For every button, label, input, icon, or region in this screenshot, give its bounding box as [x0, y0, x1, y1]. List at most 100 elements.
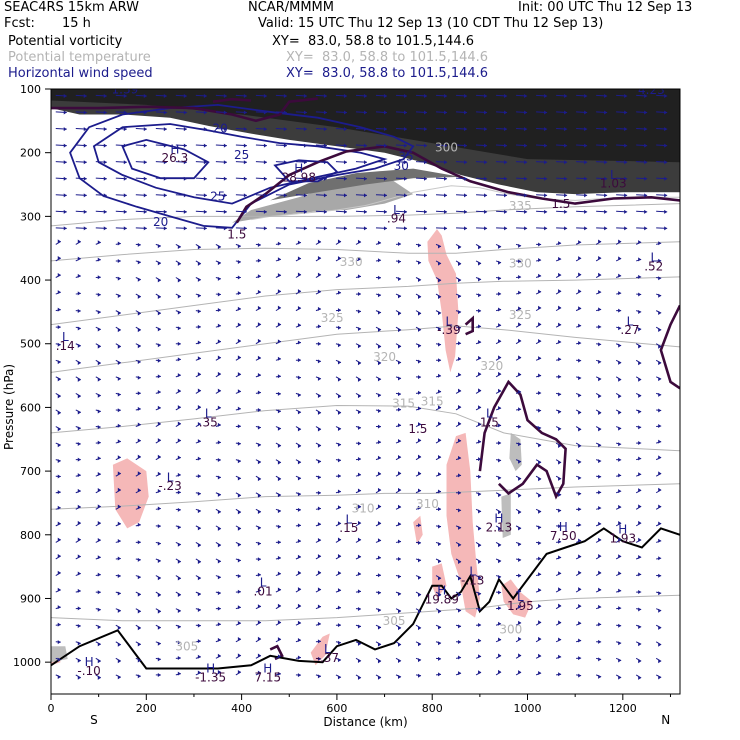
wind-vector-head	[418, 311, 422, 316]
extremum-value-label: 1.93	[609, 531, 636, 545]
wind-vector-head	[157, 454, 161, 459]
extremum-low-marker: L	[324, 642, 331, 656]
wind-vector-head	[117, 455, 121, 460]
wind-vector-head	[658, 455, 662, 460]
wind-vector-head	[237, 621, 241, 626]
wind-vector-head	[237, 372, 241, 377]
extremum-value-label: -.23	[158, 479, 181, 493]
wind-vector-head	[283, 93, 287, 98]
wind-vector-head	[538, 242, 542, 247]
wind-vector-head	[598, 239, 602, 244]
wind-vector-head	[337, 442, 341, 447]
wind-vector-head	[177, 592, 181, 597]
wind-vector-head	[97, 361, 101, 366]
wind-vector-head	[624, 193, 628, 198]
wind-vector-head	[484, 209, 488, 214]
pv-positive-region-5	[501, 579, 533, 618]
wind-vector-head	[578, 240, 582, 245]
field-name-wind: Horizontal wind speed	[8, 66, 153, 81]
wind-vector-head	[484, 176, 488, 181]
wind-vector-head	[638, 274, 642, 279]
wind-vector-head	[538, 273, 542, 278]
wind-vector-head	[277, 509, 281, 514]
wind-vector-head	[77, 554, 81, 559]
wind-vector-head	[277, 322, 281, 327]
wind-vector-head	[137, 642, 141, 647]
wind-vector-head	[458, 671, 462, 676]
wind-vector-head	[263, 127, 267, 132]
wind-vector-head	[357, 256, 361, 261]
wind-vector-head	[357, 457, 361, 462]
top-edge-label: 4.23	[638, 83, 665, 97]
wind-vector-head	[478, 277, 482, 282]
wind-vector-head	[197, 607, 201, 612]
wind-vector-head	[558, 322, 562, 327]
wind-vector-head	[438, 311, 442, 316]
wind-vector-head	[618, 537, 622, 542]
wind-vector-head	[337, 640, 341, 645]
wind-vector-head	[243, 193, 247, 198]
wind-vector-head	[604, 160, 608, 165]
wind-vector-head	[438, 625, 442, 630]
theta-contour-label: 305	[175, 640, 198, 654]
wind-vector-head	[303, 193, 307, 198]
wind-vector-head	[323, 93, 327, 98]
wind-vector-head	[277, 409, 281, 414]
wind-vector-head	[498, 458, 502, 463]
wind-vector-head	[277, 571, 281, 576]
wind-vector-head	[638, 440, 642, 445]
wind-vector-head	[598, 622, 602, 627]
wind-vector-head	[363, 226, 367, 231]
wind-vector-head	[357, 291, 361, 296]
wind-vector-head	[137, 488, 141, 493]
wind-vector-head	[203, 143, 207, 148]
wind-vector-head	[317, 570, 321, 575]
wind-speed-contour-label: 30	[394, 159, 409, 173]
wind-vector-head	[197, 576, 201, 581]
x-end-label-north: N	[661, 713, 670, 727]
wind-vector-head	[377, 642, 381, 647]
wind-vector-head	[137, 344, 141, 349]
wind-vector-head	[418, 642, 422, 647]
wind-vector-head	[197, 543, 201, 548]
wind-vector-head	[337, 473, 341, 478]
wind-vector-head	[237, 510, 241, 515]
wind-vector-head	[277, 273, 281, 278]
wind-vector-head	[77, 291, 81, 296]
wind-vector-head	[77, 326, 81, 331]
wind-vector-head	[117, 625, 121, 630]
wind-vector-head	[618, 675, 622, 680]
wind-vector-head	[498, 244, 502, 249]
theta-contour-label: 315	[392, 396, 415, 410]
wind-vector-head	[357, 641, 361, 646]
wind-vector-head	[323, 193, 327, 198]
wind-vector-head	[584, 209, 588, 214]
wind-vector-head	[157, 506, 161, 511]
wind-vector-head	[103, 110, 107, 115]
extremum-value-label: .35	[199, 416, 218, 430]
wind-vector-head	[117, 241, 121, 246]
wind-vector-head	[363, 143, 367, 148]
wind-vector-head	[237, 459, 241, 464]
wind-vector-head	[498, 440, 502, 445]
wind-vector-head	[458, 473, 462, 478]
wind-vector-head	[337, 256, 341, 261]
x-axis-title: Distance (km)	[323, 715, 407, 729]
wind-vector-head	[303, 226, 307, 231]
wind-vector-head	[137, 471, 141, 476]
wind-vector-head	[658, 344, 662, 349]
extremum-value-label: -.37	[316, 651, 339, 665]
wind-vector-head	[624, 143, 628, 148]
wind-vector-head	[157, 311, 161, 316]
wind-vector-head	[197, 372, 201, 377]
wind-vector-head	[197, 245, 201, 250]
pv-positive-region-3	[446, 432, 480, 618]
wind-vector-head	[377, 538, 381, 543]
wind-vector-head	[424, 93, 428, 98]
wind-vector-head	[63, 160, 67, 165]
wind-vector-head	[658, 659, 662, 664]
wind-vector-head	[578, 256, 582, 261]
wind-vector-head	[317, 537, 321, 542]
wind-vector-head	[237, 355, 241, 360]
wind-vector-head	[117, 328, 121, 333]
